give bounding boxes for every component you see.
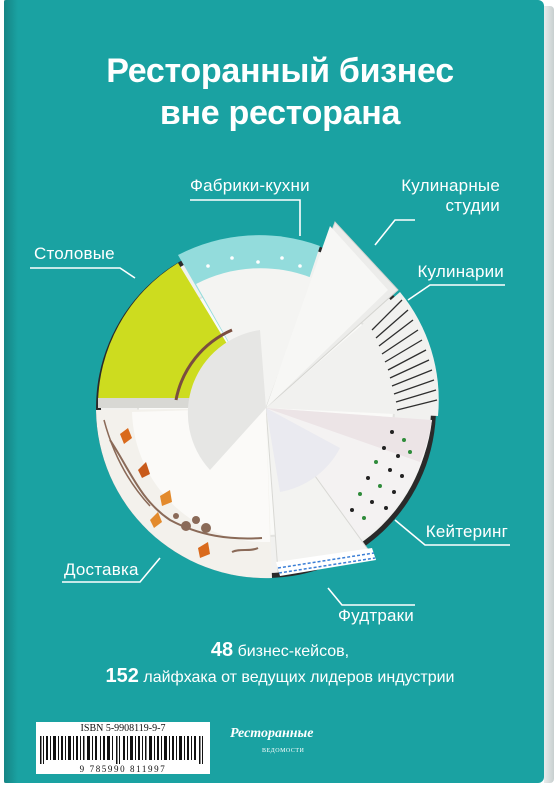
spine-shadow [4,0,18,783]
label-catering: Кейтеринг [425,522,508,541]
label-studios-line2: студии [445,196,500,215]
hacks-text: лайфхака от ведущих лидеров индустрии [143,669,455,686]
label-factories: Фабрики-кухни [190,176,310,195]
logo-word: Ресторанные [230,726,314,741]
hacks-number: 152 [105,665,139,687]
page-edges [544,6,554,783]
cases-line: 48 бизнес-кейсов, [40,638,520,664]
leader-canteens [30,267,136,279]
leader-catering [394,519,510,546]
barcode: ISBN 5-9908119-9-7 [36,722,210,774]
isbn-text: ISBN 5-9908119-9-7 [80,723,166,734]
factories-dots [206,256,302,268]
delivery-ornament [103,419,263,558]
leader-studios [374,219,415,246]
label-culinary: Кулинарии [417,262,504,281]
leader-factories [190,199,301,236]
cases-number: 48 [210,639,234,661]
leader-lines [30,199,510,606]
label-foodtrucks: Фудтраки [337,606,414,625]
culinary-stripes [371,299,438,411]
leader-foodtrucks [327,587,415,606]
title-line-1: Ресторанный бизнес [106,52,454,90]
publisher-logo: Ресторанные ВЕДОМОСТИ [230,718,324,768]
hacks-line: 152 лайфхака от ведущих лидеров индустри… [40,664,520,690]
title-line-2: вне ресторана [159,94,401,132]
barcode-bars [40,736,203,764]
label-delivery: Доставка [64,560,139,579]
label-canteens: Столовые [34,244,115,263]
logo-subword: ВЕДОМОСТИ [262,748,305,754]
cases-text: бизнес-кейсов, [237,643,350,660]
leader-delivery [62,557,161,583]
ean-digits: 9 785990 811997 [79,764,167,774]
leader-culinary [407,284,505,301]
label-studios-line1: Кулинарные [401,176,500,195]
